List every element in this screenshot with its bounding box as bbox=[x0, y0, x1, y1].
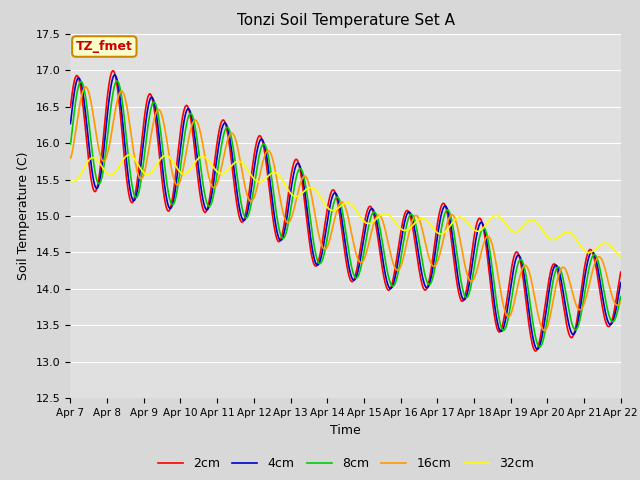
8cm bbox=[322, 244, 330, 250]
8cm bbox=[132, 194, 140, 200]
Line: 4cm: 4cm bbox=[70, 75, 621, 349]
Y-axis label: Soil Temperature (C): Soil Temperature (C) bbox=[17, 152, 30, 280]
8cm bbox=[380, 249, 388, 255]
2cm bbox=[617, 269, 625, 275]
16cm bbox=[109, 119, 117, 125]
8cm bbox=[617, 294, 625, 300]
2cm bbox=[322, 217, 330, 223]
4cm bbox=[380, 264, 388, 270]
4cm bbox=[312, 260, 319, 266]
32cm bbox=[109, 172, 117, 178]
32cm bbox=[322, 203, 330, 208]
2cm bbox=[300, 196, 308, 202]
32cm bbox=[617, 253, 625, 259]
16cm bbox=[312, 216, 319, 222]
2cm bbox=[380, 275, 388, 280]
4cm bbox=[617, 280, 625, 286]
4cm bbox=[534, 347, 541, 352]
8cm bbox=[536, 344, 543, 350]
16cm bbox=[617, 300, 625, 306]
16cm bbox=[541, 328, 548, 334]
2cm bbox=[532, 348, 540, 354]
4cm bbox=[132, 194, 140, 200]
2cm bbox=[132, 188, 140, 194]
Line: 16cm: 16cm bbox=[70, 87, 621, 331]
Legend: 2cm, 4cm, 8cm, 16cm, 32cm: 2cm, 4cm, 8cm, 16cm, 32cm bbox=[153, 452, 538, 475]
16cm bbox=[300, 173, 308, 179]
16cm bbox=[322, 246, 330, 252]
4cm bbox=[300, 185, 308, 191]
Title: Tonzi Soil Temperature Set A: Tonzi Soil Temperature Set A bbox=[237, 13, 454, 28]
4cm bbox=[111, 72, 118, 78]
4cm bbox=[67, 121, 74, 127]
Line: 8cm: 8cm bbox=[70, 81, 621, 347]
2cm bbox=[67, 104, 74, 109]
Text: TZ_fmet: TZ_fmet bbox=[76, 40, 132, 53]
32cm bbox=[132, 158, 140, 164]
32cm bbox=[300, 188, 308, 194]
Line: 2cm: 2cm bbox=[70, 71, 621, 351]
8cm bbox=[312, 251, 319, 256]
2cm bbox=[109, 68, 117, 73]
8cm bbox=[300, 176, 308, 181]
16cm bbox=[132, 162, 140, 168]
16cm bbox=[67, 155, 74, 161]
32cm bbox=[380, 211, 388, 216]
32cm bbox=[67, 179, 74, 184]
16cm bbox=[82, 84, 90, 90]
Line: 32cm: 32cm bbox=[70, 155, 621, 256]
2cm bbox=[312, 263, 319, 269]
32cm bbox=[312, 187, 319, 193]
X-axis label: Time: Time bbox=[330, 424, 361, 437]
2cm bbox=[109, 68, 117, 74]
16cm bbox=[380, 222, 388, 228]
8cm bbox=[67, 141, 74, 147]
4cm bbox=[322, 230, 330, 236]
8cm bbox=[113, 78, 121, 84]
8cm bbox=[109, 90, 117, 96]
4cm bbox=[109, 74, 117, 80]
32cm bbox=[125, 152, 133, 158]
